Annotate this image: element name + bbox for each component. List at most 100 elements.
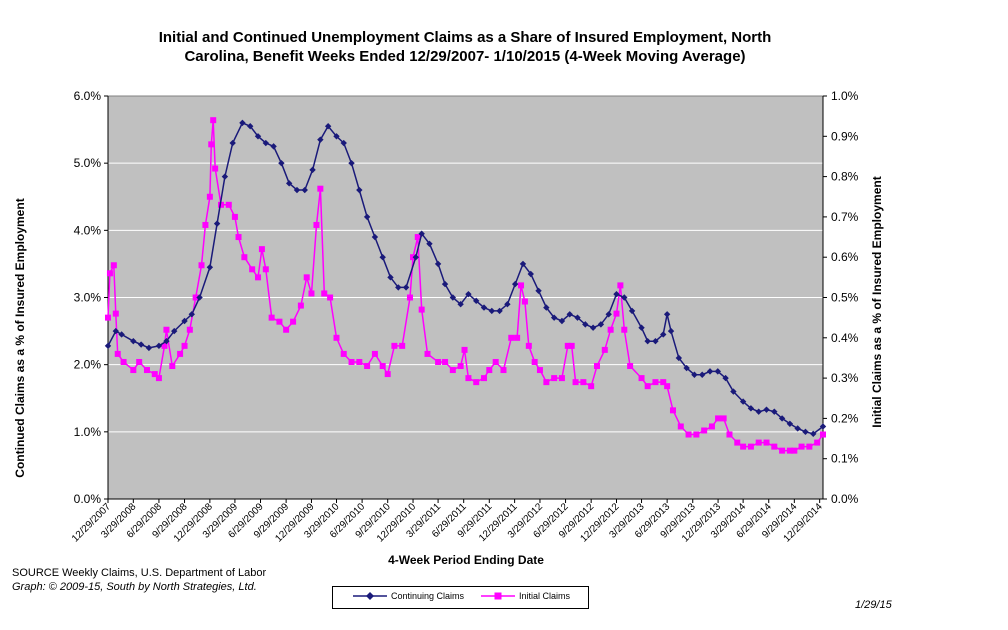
data-point <box>442 358 449 365</box>
chart-title-line-2: Carolina, Benefit Weeks Ended 12/29/2007… <box>184 48 746 65</box>
data-point <box>543 379 550 386</box>
data-point <box>212 165 219 172</box>
data-point <box>722 374 729 382</box>
data-point <box>685 431 692 438</box>
data-point <box>771 408 778 415</box>
y-right-tick-label: 0.3% <box>831 371 859 385</box>
data-point <box>794 425 801 432</box>
data-point <box>268 314 275 321</box>
data-point <box>106 270 113 277</box>
data-point <box>371 350 378 357</box>
data-point <box>301 186 308 194</box>
data-point <box>210 117 217 124</box>
data-point <box>206 264 214 271</box>
y-right-tick-label: 0.2% <box>831 411 859 425</box>
data-point <box>241 254 248 261</box>
data-point <box>613 290 620 298</box>
data-point <box>536 367 543 374</box>
data-point <box>418 230 425 237</box>
data-point <box>763 439 770 446</box>
data-point <box>519 260 527 268</box>
data-point <box>435 358 442 365</box>
data-point <box>151 371 158 378</box>
data-point <box>726 431 733 438</box>
data-point <box>221 173 229 180</box>
square-marker-icon <box>481 592 515 600</box>
data-point <box>348 159 355 167</box>
data-point <box>786 420 794 427</box>
y-right-tick-label: 0.4% <box>831 331 859 345</box>
data-point <box>276 318 283 325</box>
series-continuing-claims <box>104 119 827 438</box>
data-point <box>660 379 667 386</box>
data-point <box>110 262 117 269</box>
data-point <box>340 350 347 357</box>
data-point <box>778 415 786 422</box>
diamond-marker-icon <box>353 592 387 600</box>
data-point <box>235 234 242 241</box>
data-point <box>188 311 195 318</box>
data-point <box>473 379 480 386</box>
data-point <box>488 307 496 315</box>
data-point <box>566 311 573 318</box>
data-point <box>379 363 386 370</box>
data-point <box>594 363 601 370</box>
data-point <box>395 284 402 291</box>
data-point <box>229 139 236 147</box>
data-point <box>730 388 737 395</box>
data-point <box>387 274 394 281</box>
y-left-tick-label: 4.0% <box>74 223 102 237</box>
data-point <box>104 342 112 350</box>
series-initial-claims <box>105 117 826 454</box>
data-point <box>588 383 595 390</box>
data-point <box>449 294 457 301</box>
data-point <box>262 266 269 273</box>
data-point <box>580 379 587 386</box>
data-point <box>313 221 320 228</box>
data-point <box>208 141 215 148</box>
data-point <box>434 260 442 268</box>
data-point <box>714 368 721 375</box>
y-right-tick-label: 0.5% <box>831 291 859 305</box>
data-point <box>231 213 238 220</box>
data-point <box>755 408 762 415</box>
data-point <box>551 375 558 382</box>
data-point <box>605 311 612 318</box>
data-point <box>317 185 324 192</box>
data-point <box>118 331 125 338</box>
data-point <box>247 123 254 130</box>
data-point <box>309 166 316 174</box>
data-point <box>297 302 304 309</box>
data-point <box>112 310 119 317</box>
data-point <box>644 337 651 345</box>
data-point <box>270 143 277 150</box>
data-point <box>283 326 290 333</box>
y-left-tick-label: 3.0% <box>74 291 102 305</box>
data-point <box>564 342 571 349</box>
data-point <box>558 375 565 382</box>
data-point <box>181 317 188 325</box>
y-left-tick-label: 1.0% <box>74 425 102 439</box>
data-point <box>384 371 391 378</box>
data-point <box>465 375 472 382</box>
data-point <box>412 254 420 261</box>
data-point <box>120 358 127 365</box>
legend-label-continuing: Continuing Claims <box>391 591 465 601</box>
data-point <box>399 342 406 349</box>
data-point <box>161 342 168 349</box>
x-axis-title: 4-Week Period Ending Date <box>388 553 544 567</box>
data-point <box>402 284 410 291</box>
data-point <box>543 304 550 311</box>
data-point <box>333 334 340 341</box>
data-point <box>806 443 813 450</box>
data-point <box>518 282 525 289</box>
data-point <box>481 375 488 382</box>
data-point <box>441 280 449 288</box>
data-point <box>492 358 499 365</box>
data-point <box>424 350 431 357</box>
data-point <box>486 367 493 374</box>
data-point <box>589 324 597 331</box>
data-point <box>145 344 153 352</box>
source-line-1: SOURCE Weekly Claims, U.S. Department of… <box>12 567 267 579</box>
